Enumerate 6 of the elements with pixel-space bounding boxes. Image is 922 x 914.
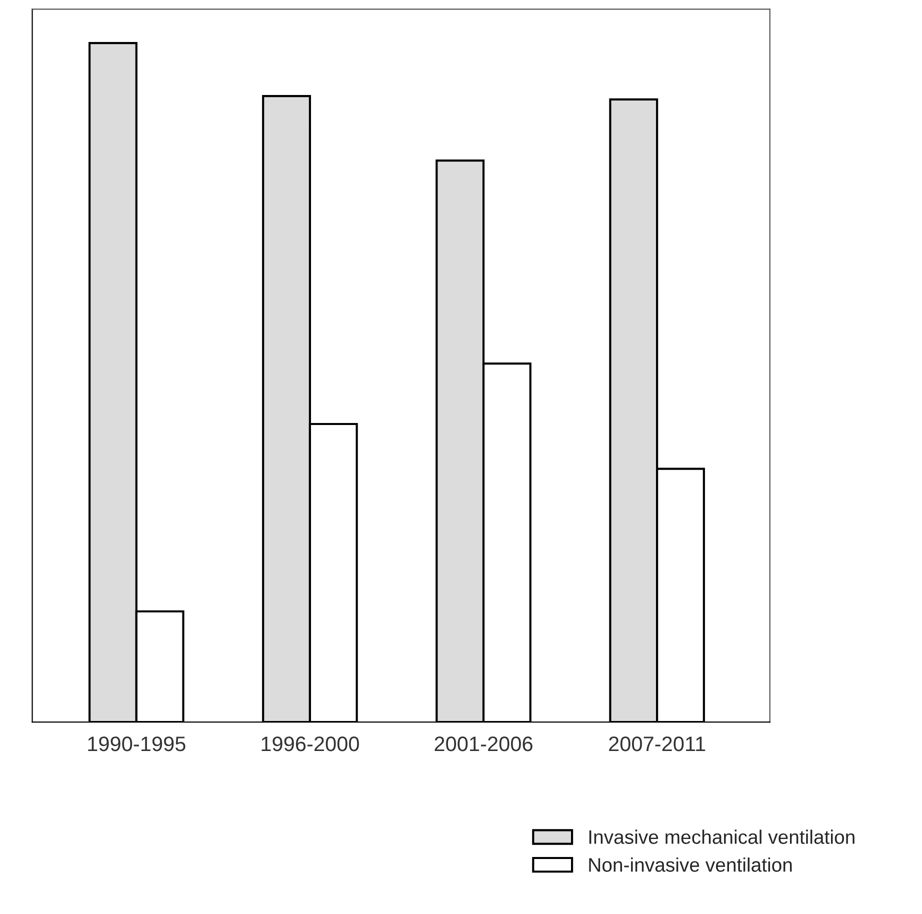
- legend-label: Non-invasive ventilation: [589, 858, 792, 872]
- legend-label: Invasive mechanical ventilation: [589, 830, 854, 844]
- x-tick-label: 2007-2011: [609, 736, 706, 752]
- x-tick-label: 1990-1995: [88, 736, 186, 752]
- x-tick-label: 2001-2006: [434, 736, 532, 752]
- x-tick-label: 1996-2000: [262, 736, 359, 752]
